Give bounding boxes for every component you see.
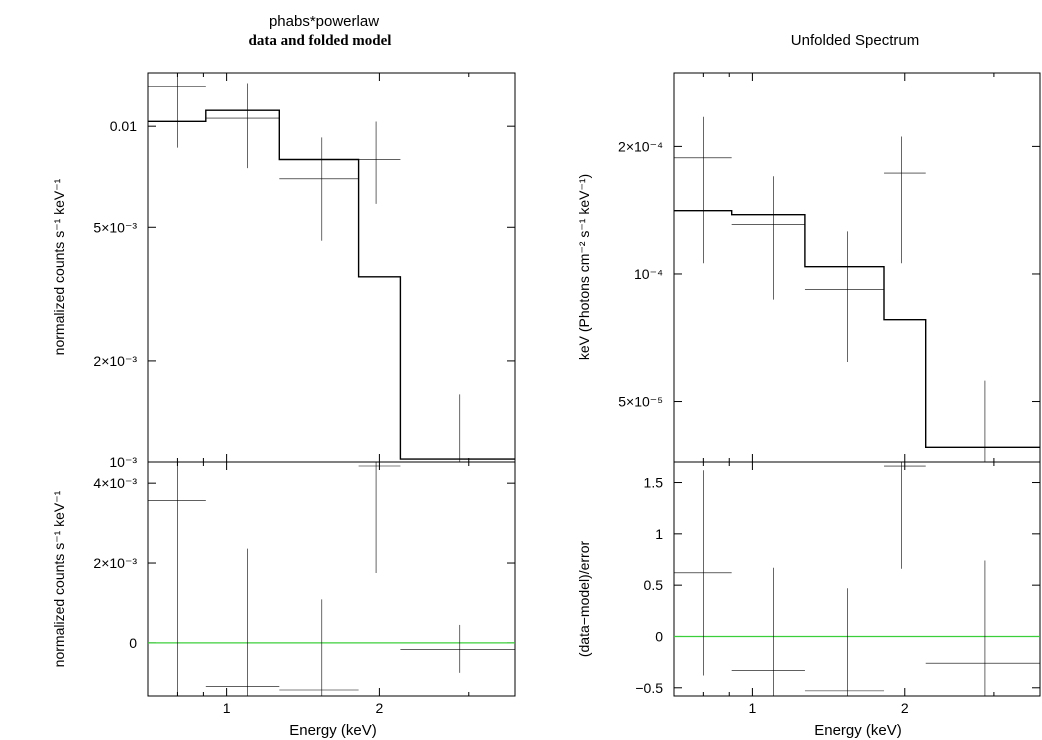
data-point <box>925 560 1040 696</box>
data-point <box>279 599 359 696</box>
right-top-panel: 2×10⁻⁴ 10⁻⁴ 5×10⁻⁵ <box>618 72 1041 463</box>
left-bottom-panel: 1 2 4×10⁻³ 2×10⁻³ 0 <box>93 461 516 716</box>
right-xlabel: Energy (keV) <box>814 722 902 739</box>
y-tick-label: 10⁻³ <box>109 454 137 470</box>
y-tick-label: 5×10⁻⁵ <box>618 394 663 410</box>
y-tick-label: 2×10⁻⁴ <box>618 138 663 154</box>
y-tick-label: 2×10⁻³ <box>93 555 137 571</box>
data-point <box>358 121 401 204</box>
left-subtitle: data and folded model <box>249 33 392 49</box>
data-point <box>731 176 805 300</box>
x-tick-label: 2 <box>901 700 909 716</box>
data-point <box>205 83 280 169</box>
y-tick-label: 4×10⁻³ <box>93 475 137 491</box>
x-tick-label: 1 <box>749 700 757 716</box>
right-bottom-panel: 1 2 1.5 1 0.5 0 −0.5 <box>635 461 1041 716</box>
data-point <box>804 231 885 362</box>
y-tick-label: 0 <box>655 628 663 644</box>
left-bottom-ylabel: normalized counts s⁻¹ keV⁻¹ <box>51 490 67 667</box>
model-step-line <box>674 209 1040 448</box>
left-top-panel: 0.01 5×10⁻³ 2×10⁻³ 10⁻³ <box>93 72 516 470</box>
data-point <box>731 567 805 696</box>
data-point <box>804 588 885 696</box>
left-top-ylabel: normalized counts s⁻¹ keV⁻¹ <box>51 178 67 355</box>
data-point <box>884 462 926 569</box>
right-top-ylabel: keV (Photons cm⁻² s⁻¹ keV⁻¹) <box>576 174 592 360</box>
x-tick-label: 1 <box>223 700 231 716</box>
data-point <box>884 136 926 264</box>
plot-frame <box>673 461 1041 697</box>
y-tick-label: 5×10⁻³ <box>93 219 137 235</box>
data-point <box>925 380 1040 463</box>
data-point <box>400 394 515 463</box>
left-xlabel: Energy (keV) <box>289 722 377 739</box>
y-tick-label: 0.01 <box>110 118 137 134</box>
data-point <box>205 548 280 696</box>
data-point <box>674 116 732 264</box>
data-point <box>358 462 401 574</box>
y-tick-label: 0.5 <box>644 577 664 593</box>
y-tick-label: 1.5 <box>644 475 664 491</box>
y-tick-label: 1 <box>655 526 663 542</box>
x-tick-label: 2 <box>376 700 384 716</box>
left-title: phabs*powerlaw <box>269 13 379 30</box>
data-point <box>148 462 206 696</box>
y-tick-label: −0.5 <box>635 680 663 696</box>
data-point <box>400 624 515 673</box>
data-point <box>674 470 732 676</box>
plot-frame <box>147 461 516 697</box>
y-tick-label: 0 <box>129 635 137 651</box>
data-point <box>148 73 206 148</box>
y-tick-label: 10⁻⁴ <box>634 266 663 282</box>
data-point <box>279 137 359 241</box>
y-tick-label: 2×10⁻³ <box>93 353 137 369</box>
model-step-line <box>148 109 515 460</box>
right-bottom-ylabel: (data−model)/error <box>576 540 592 657</box>
right-title: Unfolded Spectrum <box>791 32 919 49</box>
